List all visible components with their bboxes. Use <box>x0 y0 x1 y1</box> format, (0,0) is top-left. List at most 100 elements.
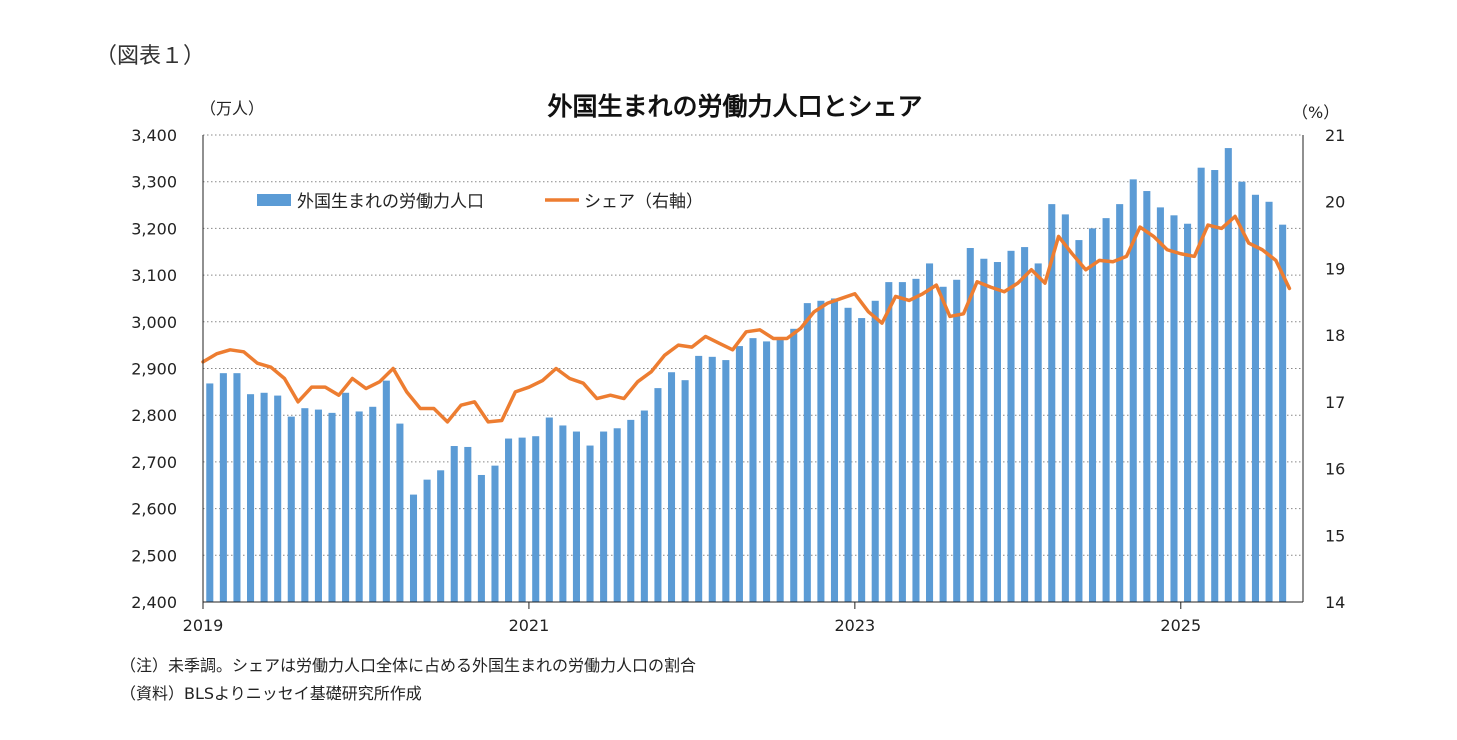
bar <box>491 465 499 602</box>
bar <box>532 436 540 602</box>
y-tick-label: 3,400 <box>131 126 177 145</box>
chart: 2,400 2,500 2,600 2,700 2,800 2,900 3,000 3,100… <box>131 92 1345 635</box>
bar <box>328 412 336 602</box>
bar <box>477 474 485 602</box>
y-tick-label: 3,200 <box>131 219 177 238</box>
x-tick-label: 2025 <box>1160 616 1201 635</box>
bar <box>790 328 798 602</box>
bar <box>939 286 947 602</box>
bar <box>1279 224 1287 602</box>
y2-tick-label: 21 <box>1325 126 1345 145</box>
legend: 外国生まれの労働力人口 シェア（右軸） <box>257 192 703 212</box>
bar <box>1143 191 1151 603</box>
bar <box>369 406 377 602</box>
y-tick-label: 3,300 <box>131 173 177 192</box>
left-axis-unit: （万人） <box>200 99 264 118</box>
bar <box>1061 214 1069 602</box>
bar <box>1021 247 1029 602</box>
bar <box>817 300 825 602</box>
bar <box>966 248 974 602</box>
bar <box>505 438 513 602</box>
bar <box>1224 148 1232 603</box>
bar <box>219 373 227 602</box>
y2-tick-label: 18 <box>1325 326 1345 345</box>
y-tick-label: 2,600 <box>131 500 177 519</box>
bar <box>735 346 743 602</box>
bar <box>1238 181 1246 602</box>
figure-label: （図表１） <box>95 44 206 69</box>
y2-tick-label: 17 <box>1325 393 1345 412</box>
legend-label-bars: 外国生まれの労働力人口 <box>297 192 484 212</box>
y2-tick-label: 16 <box>1325 460 1345 479</box>
bar <box>640 410 648 602</box>
bar <box>450 446 458 602</box>
bar <box>858 318 866 602</box>
legend-bar-swatch <box>257 194 291 206</box>
y-tick-label: 2,900 <box>131 360 177 379</box>
bar <box>247 394 255 602</box>
bar <box>409 494 418 602</box>
bar <box>586 445 594 602</box>
bar <box>464 446 472 602</box>
chart-title: 外国生まれの労働力人口とシェア <box>547 92 922 121</box>
bar <box>396 423 404 602</box>
bar <box>233 373 241 602</box>
line-group <box>201 214 1292 424</box>
x-tick-label: 2021 <box>509 616 550 635</box>
axes: 2,400 2,500 2,600 2,700 2,800 2,900 3,000 3,100… <box>131 126 1345 635</box>
bar <box>980 258 988 602</box>
y-tick-label: 2,500 <box>131 546 177 565</box>
bar <box>260 392 268 602</box>
share-line <box>201 214 1292 424</box>
bar <box>287 416 295 602</box>
y-tick-label: 2,400 <box>131 593 177 612</box>
bar <box>776 338 784 602</box>
bar <box>803 303 811 602</box>
bar <box>1170 215 1178 602</box>
bars-group <box>206 148 1287 603</box>
bar <box>1116 204 1124 602</box>
bar <box>518 437 526 602</box>
bar <box>1129 179 1137 603</box>
bar <box>627 419 635 602</box>
bar <box>1088 228 1097 602</box>
bar <box>844 307 852 602</box>
bar <box>1007 250 1015 603</box>
bar <box>830 298 839 602</box>
bar <box>1197 167 1205 602</box>
note-text: （注）未季調。シェアは労働力人口全体に占める外国生まれの労働力人口の割合 <box>120 656 697 675</box>
y-tick-label: 2,700 <box>131 453 177 472</box>
bar <box>654 388 662 602</box>
bar <box>1251 194 1259 602</box>
bar <box>206 383 214 602</box>
x-tick-label: 2019 <box>183 616 224 635</box>
x-tick-label: 2023 <box>834 616 875 635</box>
bar <box>314 409 322 602</box>
bar <box>613 428 621 602</box>
bar <box>600 431 608 602</box>
bar <box>355 411 363 602</box>
bar <box>912 278 920 602</box>
bar <box>559 425 567 602</box>
y2-tick-label: 20 <box>1325 193 1345 212</box>
bar <box>1048 204 1056 602</box>
bar <box>667 372 676 602</box>
bar <box>708 356 716 602</box>
bar <box>681 380 689 602</box>
y-tick-label: 3,000 <box>131 313 177 332</box>
bar <box>423 479 431 602</box>
y-tick-label: 3,100 <box>131 266 177 285</box>
bar <box>382 380 390 602</box>
bar <box>274 395 282 602</box>
y-tick-label: 2,800 <box>131 406 177 425</box>
bar <box>1075 240 1083 602</box>
y2-tick-label: 19 <box>1325 259 1345 278</box>
bar <box>1211 170 1219 602</box>
bar <box>898 282 906 602</box>
bar <box>437 470 445 602</box>
bar <box>545 417 553 602</box>
y2-tick-label: 15 <box>1325 526 1345 545</box>
legend-label-line: シェア（右軸） <box>584 192 703 212</box>
y2-tick-label: 14 <box>1325 593 1345 612</box>
bar <box>763 341 771 602</box>
